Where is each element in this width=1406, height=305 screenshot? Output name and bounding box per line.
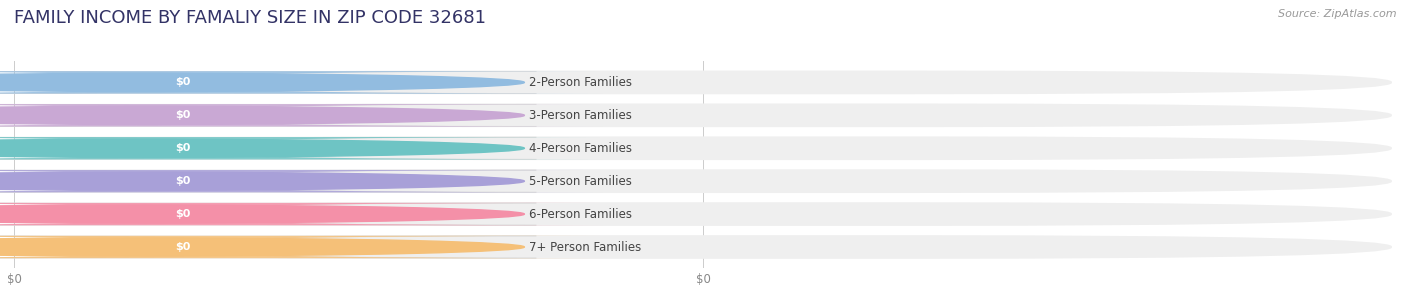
Text: $0: $0 <box>176 176 191 186</box>
Text: 3-Person Families: 3-Person Families <box>529 109 631 122</box>
Text: 2-Person Families: 2-Person Families <box>529 76 631 89</box>
FancyBboxPatch shape <box>0 170 602 192</box>
Text: 7+ Person Families: 7+ Person Families <box>529 241 641 253</box>
FancyBboxPatch shape <box>0 71 602 94</box>
FancyBboxPatch shape <box>14 235 1392 259</box>
Circle shape <box>0 205 524 223</box>
FancyBboxPatch shape <box>0 104 602 127</box>
FancyBboxPatch shape <box>14 169 1392 193</box>
FancyBboxPatch shape <box>0 203 536 225</box>
Text: 5-Person Families: 5-Person Families <box>529 175 631 188</box>
FancyBboxPatch shape <box>0 137 536 159</box>
Text: $0: $0 <box>176 110 191 120</box>
FancyBboxPatch shape <box>14 103 1392 127</box>
Text: $0: $0 <box>176 77 191 88</box>
Circle shape <box>0 106 524 124</box>
Text: 6-Person Families: 6-Person Families <box>529 208 631 221</box>
Circle shape <box>0 139 524 157</box>
Text: $0: $0 <box>176 209 191 219</box>
FancyBboxPatch shape <box>0 71 536 93</box>
FancyBboxPatch shape <box>0 104 536 126</box>
FancyBboxPatch shape <box>14 70 1392 94</box>
Text: 4-Person Families: 4-Person Families <box>529 142 631 155</box>
FancyBboxPatch shape <box>14 136 1392 160</box>
FancyBboxPatch shape <box>14 202 1392 226</box>
Circle shape <box>0 74 524 92</box>
FancyBboxPatch shape <box>0 137 602 160</box>
FancyBboxPatch shape <box>0 236 602 258</box>
Circle shape <box>0 238 524 256</box>
FancyBboxPatch shape <box>0 203 602 225</box>
Text: FAMILY INCOME BY FAMALIY SIZE IN ZIP CODE 32681: FAMILY INCOME BY FAMALIY SIZE IN ZIP COD… <box>14 9 486 27</box>
FancyBboxPatch shape <box>0 170 536 192</box>
FancyBboxPatch shape <box>0 236 536 258</box>
Text: Source: ZipAtlas.com: Source: ZipAtlas.com <box>1278 9 1396 19</box>
Text: $0: $0 <box>176 242 191 252</box>
Text: $0: $0 <box>176 143 191 153</box>
Circle shape <box>0 172 524 190</box>
